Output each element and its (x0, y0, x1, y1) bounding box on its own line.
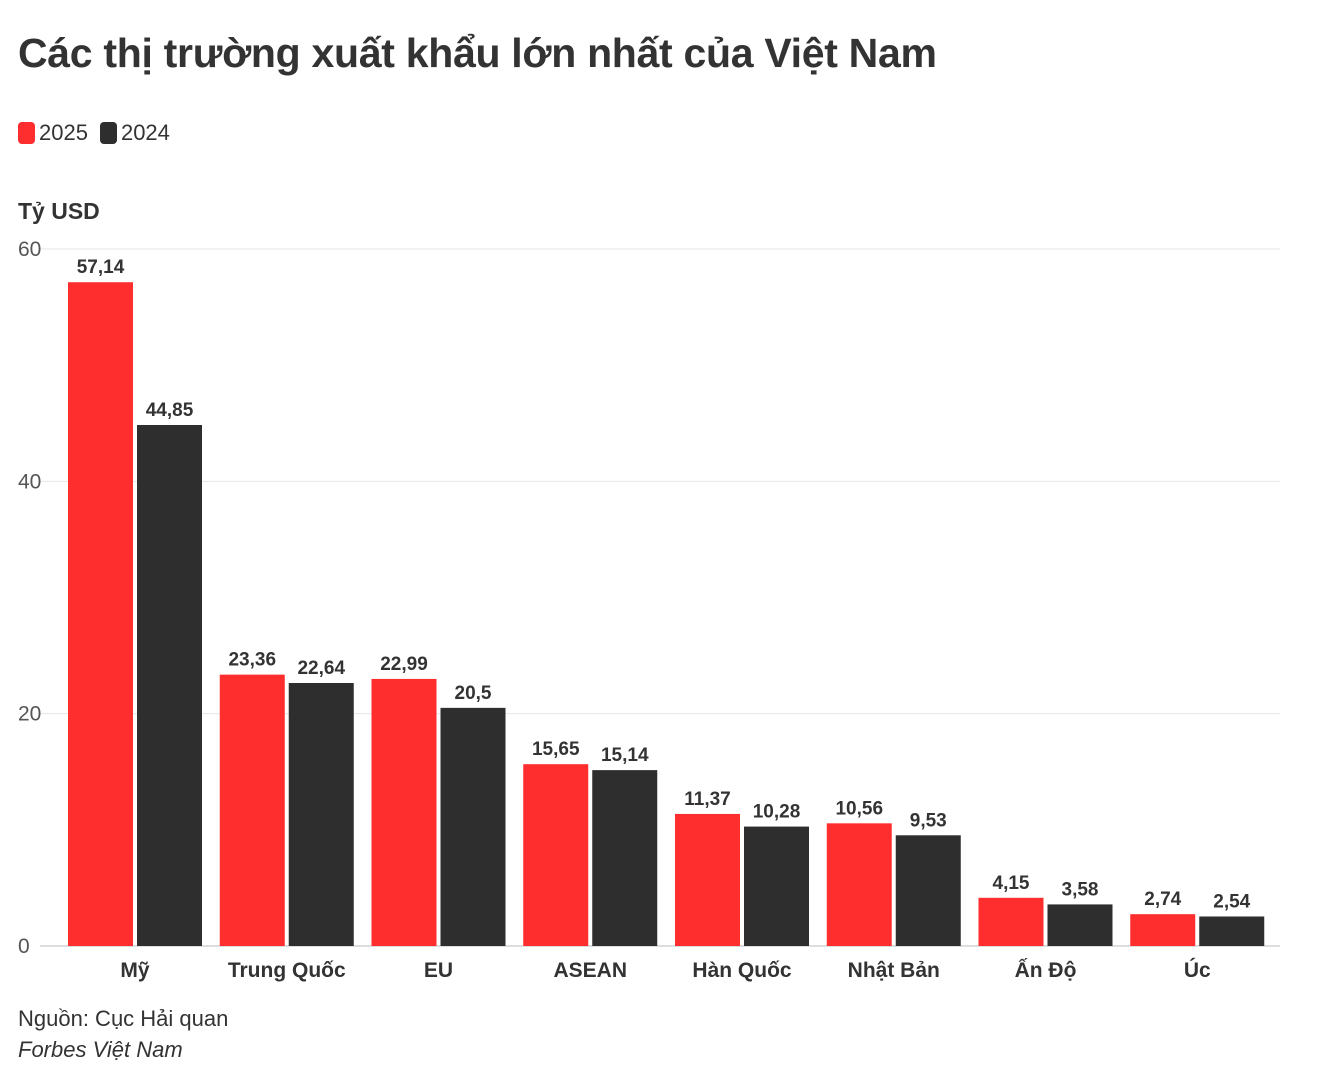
x-tick-label: Úc (1184, 958, 1211, 982)
bar-value-label: 10,28 (753, 802, 801, 823)
bar-2025-4[interactable] (675, 813, 740, 946)
bar-value-label: 22,99 (380, 654, 428, 675)
x-tick-label: EU (424, 959, 453, 982)
legend: 2025 2024 (18, 120, 182, 146)
bar-2024-2[interactable] (440, 707, 506, 946)
bar-value-label: 2,54 (1213, 891, 1250, 912)
bar-value-label: 22,64 (297, 658, 345, 679)
bar-value-label: 11,37 (684, 789, 731, 810)
bar-value-label: 23,36 (228, 650, 276, 671)
chart-title: Các thị trường xuất khẩu lớn nhất của Vi… (18, 30, 937, 76)
bar-2024-7[interactable] (1199, 916, 1265, 946)
bar-2024-4[interactable] (744, 826, 809, 946)
bar-2025-0[interactable] (68, 282, 133, 947)
y-tick-label: 40 (18, 470, 41, 493)
x-tick-label: Ấn Độ (1015, 959, 1077, 982)
bar-value-label: 10,56 (835, 798, 883, 819)
bar-2025-5[interactable] (826, 823, 892, 946)
bar-value-labels: 57,14 44,85 23,36 22,64 22,99 20,5 15,65 15,14 1… (77, 257, 1251, 912)
x-tick-label: Mỹ (120, 959, 149, 982)
bar-value-label: 15,65 (532, 739, 580, 760)
bar-value-label: 3,58 (1062, 879, 1099, 900)
bar-2025-2[interactable] (371, 678, 437, 946)
bar-2024-6[interactable] (1047, 904, 1113, 946)
bar-chart: Tỷ USD 0 20 40 60 57,14 44,85 23,36 22,64 22,99… (18, 198, 1280, 982)
bar-2024-0[interactable] (137, 424, 202, 946)
brand-credit: Forbes Việt Nam (18, 1037, 183, 1062)
bars (68, 282, 1265, 947)
bar-value-label: 20,5 (455, 683, 492, 704)
source-note: Nguồn: Cục Hải quan (18, 1006, 229, 1031)
bar-2025-7[interactable] (1130, 914, 1196, 946)
x-tick-labels: Mỹ Trung Quốc EU ASEAN Hàn Quốc Nhật Bản Ấn Độ… (120, 958, 1211, 982)
bar-2024-1[interactable] (288, 682, 354, 946)
y-tick-label: 60 (18, 238, 41, 261)
legend-swatch-2025 (18, 122, 35, 144)
bar-value-label: 4,15 (993, 873, 1030, 894)
legend-item-2024[interactable]: 2024 (99, 120, 170, 146)
legend-item-2025[interactable]: 2025 (18, 120, 88, 146)
bar-2025-3[interactable] (523, 764, 589, 946)
y-tick-label: 20 (18, 703, 41, 726)
bar-2025-6[interactable] (978, 897, 1044, 946)
bar-value-label: 15,14 (601, 745, 649, 766)
x-tick-label: Hàn Quốc (692, 959, 791, 982)
y-tick-labels: 0 20 40 60 (18, 238, 41, 958)
legend-swatch-2024 (99, 122, 117, 144)
bar-2024-5[interactable] (895, 835, 961, 946)
y-axis-label: Tỷ USD (18, 198, 100, 224)
legend-label-2024: 2024 (120, 120, 170, 145)
bar-value-label: 2,74 (1144, 889, 1181, 910)
bar-2025-1[interactable] (219, 674, 285, 946)
x-tick-label: Nhật Bản (848, 959, 940, 982)
bar-value-label: 44,85 (146, 400, 194, 421)
bar-2024-3[interactable] (592, 770, 658, 946)
x-tick-label: Trung Quốc (228, 959, 346, 982)
bar-value-label: 9,53 (910, 810, 947, 831)
y-tick-label: 0 (18, 935, 30, 958)
footer: Nguồn: Cục Hải quan Forbes Việt Nam (18, 1003, 228, 1065)
x-tick-label: ASEAN (553, 959, 627, 982)
bar-value-label: 57,14 (77, 257, 125, 278)
legend-label-2025: 2025 (39, 120, 88, 145)
